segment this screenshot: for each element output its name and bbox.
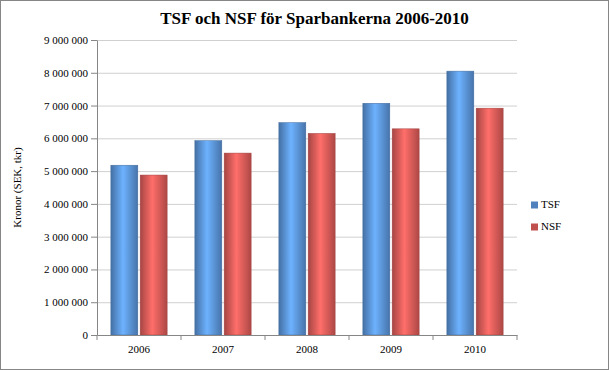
tick: 2010 [464,335,487,355]
tick: 2006 [128,335,151,355]
tick-label: 7 000 000 [44,100,89,112]
tick-label: 2008 [296,343,319,355]
bar [140,175,167,335]
bar [111,165,138,335]
grid-line [97,40,517,41]
bar [392,129,419,335]
legend-item: NSF [531,220,561,232]
category-divider [433,335,434,340]
bar [476,108,503,335]
tick-label: 2 000 000 [44,263,89,275]
tick: 8 000 000 [44,67,97,79]
tick-label: 2007 [212,343,235,355]
tick: 2 000 000 [44,263,97,275]
bar [447,71,474,335]
legend-label: TSF [541,198,560,210]
tick-mark [91,302,97,303]
tick-label: 1 000 000 [44,296,89,308]
legend-swatch [531,224,538,231]
category-divider [349,335,350,340]
series [140,108,503,335]
tick-mark [91,138,97,139]
category-divider [181,335,182,340]
axis-line [98,335,518,336]
legend-swatch [531,202,538,209]
tick-label: 3 000 000 [44,231,89,243]
bar [363,103,390,335]
axis-line [97,41,98,336]
bar [224,153,251,335]
tick-mark [91,40,97,41]
tick-label: 2006 [128,343,151,355]
legend: TSF NSF [531,198,561,232]
tick: 6 000 000 [44,132,97,144]
x-separators [97,335,517,340]
category-divider [97,335,98,340]
y-axis: 0 1 000 000 2 000 000 3 000 000 4 000 000 5 0… [44,34,98,341]
tick: 3 000 000 [44,231,97,243]
tick-label: 2009 [380,343,403,355]
tick: 0 [83,329,98,341]
grid-line [97,335,517,336]
tick-label: 9 000 000 [44,34,89,46]
tick-mark [91,106,97,107]
category-divider [517,335,518,340]
tick: 4 000 000 [44,198,97,210]
tick: 9 000 000 [44,34,97,46]
tick-label: 8 000 000 [44,67,89,79]
tick-label: 4 000 000 [44,198,89,210]
series [111,71,474,335]
title: TSF och NSF för Sparbankerna 2006-2010 [160,9,469,28]
tick: 7 000 000 [44,100,97,112]
plot: 0 1 000 000 2 000 000 3 000 000 4 000 000 5 0… [44,34,518,355]
tick: 5 000 000 [44,165,97,177]
bar [308,133,335,335]
legend-item: TSF [531,198,560,210]
grid [97,41,517,336]
legend-label: NSF [541,220,561,232]
tick-mark [91,269,97,270]
tick: 1 000 000 [44,296,97,308]
tick-mark [91,204,97,205]
tick-label: 2010 [464,343,487,355]
bars [111,71,503,335]
y-axis-title: Kronor (SEK, tkr) [11,147,24,228]
bar [279,123,306,335]
x-axis: 2006 2007 2008 2009 2010 [97,335,518,355]
chart: 0 1 000 000 2 000 000 3 000 000 4 000 000 5 0… [0,0,609,370]
tick: 2007 [212,335,235,355]
tick: 2008 [296,335,319,355]
tick-mark [91,237,97,238]
tick-label: 5 000 000 [44,165,89,177]
tick-mark [91,171,97,172]
tick: 2009 [380,335,403,355]
category-divider [265,335,266,340]
chart-border [1,1,609,370]
tick-label: 0 [83,329,89,341]
tick-mark [91,73,97,74]
tick-label: 6 000 000 [44,132,89,144]
bar [195,141,222,335]
tick-mark [91,335,97,336]
